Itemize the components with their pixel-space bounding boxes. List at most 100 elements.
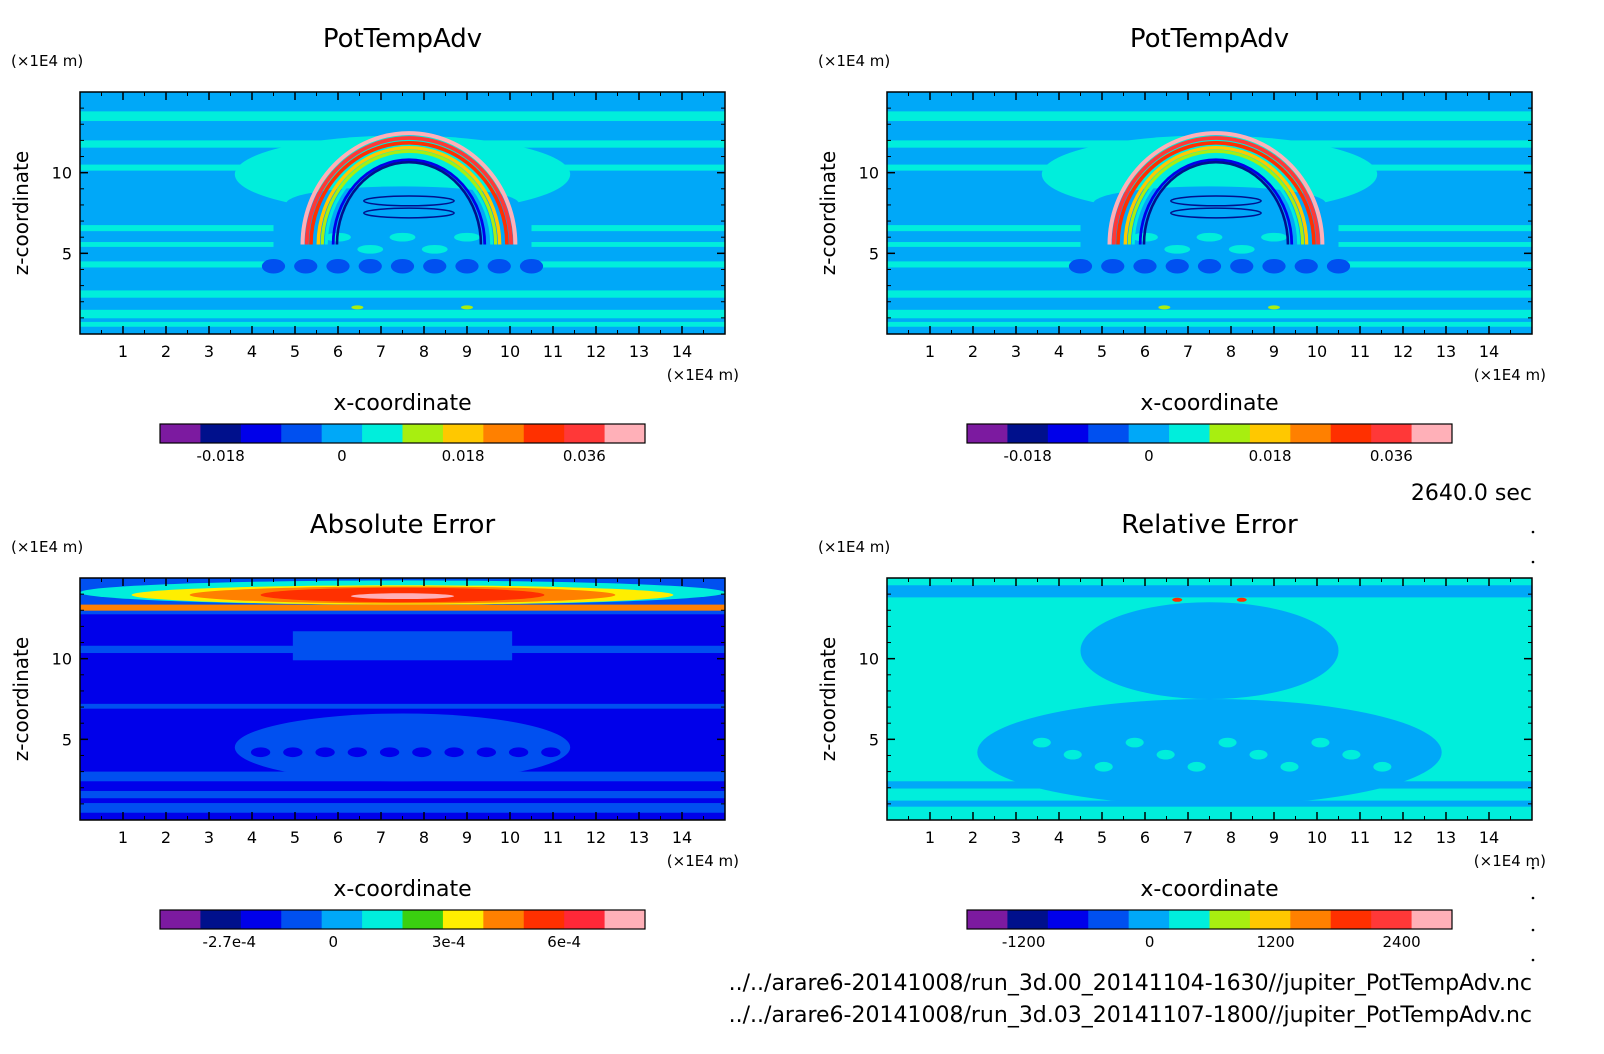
file-path-line-2: ../../arare6-20141008/run_3d.03_20141107…	[729, 1003, 1532, 1028]
colorbar-swatch	[402, 910, 444, 929]
colorbar-swatch	[1047, 910, 1089, 929]
colorbar-tick-label: 1200	[1257, 933, 1295, 951]
colorbar-swatch	[1128, 424, 1170, 443]
x-tick-label: 11	[543, 342, 563, 361]
colorbar-swatch	[604, 910, 646, 929]
colorbar-swatch	[442, 424, 484, 443]
colorbar-swatch	[1007, 910, 1049, 929]
x-tick-label: 8	[1226, 342, 1236, 361]
y-unit-label: (×1E4 m)	[11, 538, 83, 556]
x-tick-label: 4	[1054, 828, 1064, 847]
y-tick-label: 5	[62, 244, 72, 263]
chart-panel-1: PotTempAdv(×1E4 m)1 2 3 4 5 6 7 8 9 10 11 12 13 14510…	[9, 24, 739, 465]
y-tick-label: 5	[62, 730, 72, 749]
colorbar-swatch	[281, 424, 323, 443]
x-tick-label: 6	[333, 342, 343, 361]
x-tick-label: 13	[1436, 828, 1456, 847]
colorbar-swatch	[1411, 910, 1453, 929]
x-tick-label: 9	[1269, 828, 1279, 847]
colorbar-swatch	[967, 424, 1008, 443]
colorbar-swatch	[1249, 424, 1291, 443]
colorbar-swatch	[1371, 910, 1413, 929]
colorbar-swatch	[240, 424, 282, 443]
x-tick-label: 1	[925, 342, 935, 361]
colorbar: -0.018 0 0.018 0.036	[966, 423, 1453, 465]
colorbar-tick-label: -1200	[1002, 933, 1046, 951]
y-axis-label: z-coordinate	[816, 151, 840, 275]
colorbar-swatch	[240, 910, 282, 929]
x-tick-label: 9	[462, 342, 472, 361]
x-tick-label: 14	[672, 828, 692, 847]
x-tick-label: 11	[1350, 828, 1370, 847]
x-tick-label: 6	[1140, 828, 1150, 847]
colorbar-swatch	[281, 910, 323, 929]
x-tick-label: 2	[968, 828, 978, 847]
x-tick-label: 3	[204, 828, 214, 847]
colorbar-swatch	[967, 910, 1008, 929]
x-tick-label: 13	[629, 828, 649, 847]
y-tick-label: 5	[869, 244, 879, 263]
colorbar-tick-label: 0.036	[1370, 447, 1413, 465]
colorbar-frame	[966, 423, 1453, 444]
heatmap-field	[80, 92, 725, 334]
colorbar-swatch	[160, 910, 201, 929]
colorbar-tick-label: 3e-4	[432, 933, 466, 951]
colorbar-swatch	[1249, 910, 1291, 929]
x-tick-label: 14	[1479, 828, 1499, 847]
colorbar-frame	[159, 909, 646, 930]
colorbar-swatch	[1047, 424, 1089, 443]
colorbar-tick-label: 0.018	[1249, 447, 1292, 465]
heatmap-field	[887, 578, 1532, 820]
colorbar-swatch	[564, 424, 606, 443]
y-axis-label: z-coordinate	[816, 637, 840, 761]
x-tick-label: 14	[672, 342, 692, 361]
x-axis-label: x-coordinate	[333, 391, 471, 416]
x-tick-label: 7	[1183, 342, 1193, 361]
x-tick-label: 10	[1307, 828, 1327, 847]
x-tick-label: 3	[1011, 342, 1021, 361]
y-unit-label: (×1E4 m)	[818, 538, 890, 556]
colorbar-swatch	[1088, 424, 1130, 443]
x-tick-label: 1	[118, 342, 128, 361]
x-tick-label: 7	[376, 828, 386, 847]
chart-title: Relative Error	[1121, 510, 1298, 540]
x-tick-label: 1	[925, 828, 935, 847]
chart-panel-2: PotTempAdv(×1E4 m)1 2 3 4 5 6 7 8 9 10 11 12 13 14510…	[816, 24, 1546, 465]
x-tick-label: 5	[290, 828, 300, 847]
x-tick-label: 8	[419, 342, 429, 361]
x-unit-label: (×1E4 m)	[1474, 852, 1546, 870]
colorbar: -2.7e-4 0 3e-4 6e-4	[159, 909, 646, 951]
colorbar-swatch	[1128, 910, 1170, 929]
file-path-line-1: ../../arare6-20141008/run_3d.00_20141104…	[729, 971, 1532, 996]
x-tick-label: 5	[1097, 828, 1107, 847]
colorbar-swatch	[523, 424, 565, 443]
x-tick-label: 3	[204, 342, 214, 361]
colorbar-swatch	[1169, 424, 1210, 443]
x-tick-label: 4	[247, 828, 257, 847]
colorbar-swatch	[1330, 910, 1372, 929]
y-unit-label: (×1E4 m)	[11, 52, 83, 70]
colorbar-swatch	[200, 910, 242, 929]
x-axis-label: x-coordinate	[1140, 391, 1278, 416]
y-tick-label: 5	[869, 730, 879, 749]
colorbar-tick-label: -0.018	[196, 447, 244, 465]
x-tick-label: 13	[629, 342, 649, 361]
x-tick-label: 12	[1393, 342, 1413, 361]
x-tick-label: 2	[161, 828, 171, 847]
x-tick-label: 8	[1226, 828, 1236, 847]
x-tick-label: 9	[462, 828, 472, 847]
colorbar-tick-label: 2400	[1383, 933, 1421, 951]
x-unit-label: (×1E4 m)	[1474, 366, 1546, 384]
colorbar-frame	[966, 909, 1453, 930]
heatmap-field	[80, 578, 725, 820]
x-tick-label: 2	[968, 342, 978, 361]
y-axis-label: z-coordinate	[9, 151, 33, 275]
x-unit-label: (×1E4 m)	[667, 852, 739, 870]
colorbar-swatch	[1330, 424, 1372, 443]
chart-panel-3: Absolute Error(×1E4 m)1 2 3 4 5 6 7 8 9 10 11 12 13 1…	[9, 510, 739, 951]
colorbar-swatch	[321, 910, 363, 929]
colorbar-tick-label: 0.036	[563, 447, 606, 465]
x-tick-label: 7	[376, 342, 386, 361]
colorbar-tick-label: 0	[328, 933, 338, 951]
